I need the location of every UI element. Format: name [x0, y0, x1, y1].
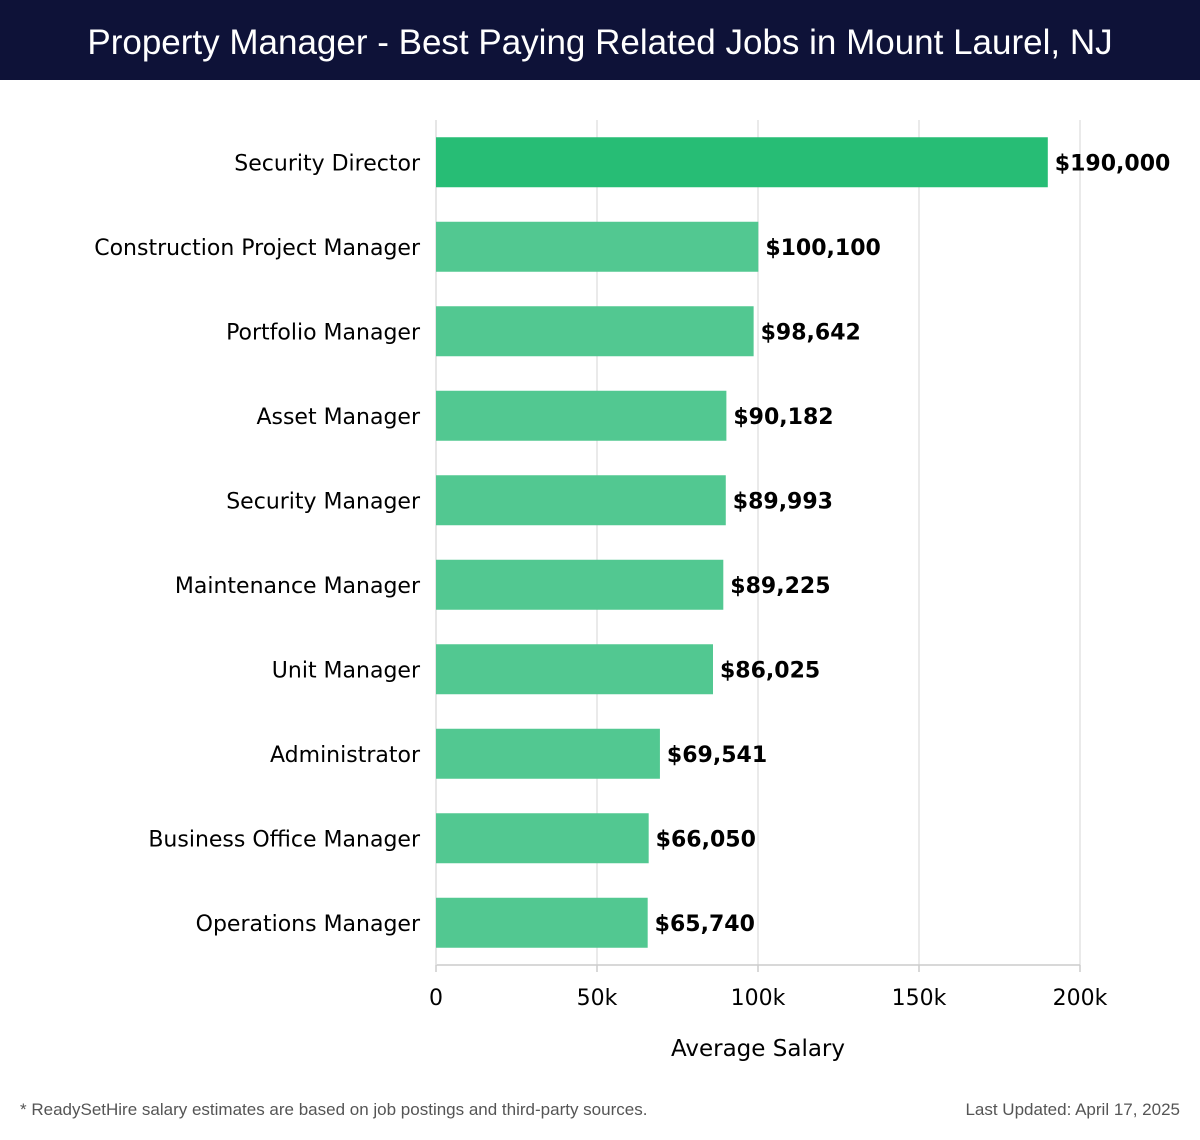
x-tick-label: 50k [577, 986, 618, 1011]
category-label: Operations Manager [196, 912, 421, 937]
data-label: $89,225 [730, 574, 830, 599]
data-label: $100,100 [765, 236, 881, 261]
x-axis-title: Average Salary [671, 1036, 845, 1062]
bar [436, 475, 726, 526]
category-label: Administrator [270, 743, 421, 768]
data-label: $98,642 [761, 320, 861, 345]
bar [436, 728, 660, 779]
x-tick-label: 200k [1053, 986, 1108, 1011]
x-tick-label: 0 [429, 986, 443, 1011]
category-label: Asset Manager [256, 405, 421, 430]
bar [436, 897, 648, 948]
bar [436, 390, 727, 441]
data-label: $190,000 [1055, 151, 1171, 176]
bar [436, 221, 759, 272]
bar [436, 306, 754, 357]
data-label: $65,740 [655, 912, 755, 937]
category-label: Portfolio Manager [226, 320, 421, 345]
x-tick-label: 150k [892, 986, 947, 1011]
category-label: Business Office Manager [148, 827, 421, 852]
category-label: Maintenance Manager [175, 574, 421, 599]
data-label: $69,541 [667, 743, 767, 768]
page-title: Property Manager - Best Paying Related J… [87, 23, 1113, 62]
last-updated: Last Updated: April 17, 2025 [965, 1100, 1180, 1119]
header-bar: Property Manager - Best Paying Related J… [0, 0, 1200, 80]
bar [436, 813, 649, 864]
category-label: Construction Project Manager [94, 236, 421, 261]
category-label: Unit Manager [272, 658, 421, 683]
data-label: $66,050 [656, 827, 756, 852]
category-label: Security Manager [226, 489, 421, 514]
data-label: $86,025 [720, 658, 820, 683]
data-label: $89,993 [733, 489, 833, 514]
x-tick-label: 100k [731, 986, 786, 1011]
bar [436, 559, 724, 610]
footnote: * ReadySetHire salary estimates are base… [20, 1100, 648, 1119]
bar [436, 137, 1048, 188]
bar [436, 644, 714, 695]
data-label: $90,182 [733, 405, 833, 430]
category-label: Security Director [234, 151, 421, 176]
